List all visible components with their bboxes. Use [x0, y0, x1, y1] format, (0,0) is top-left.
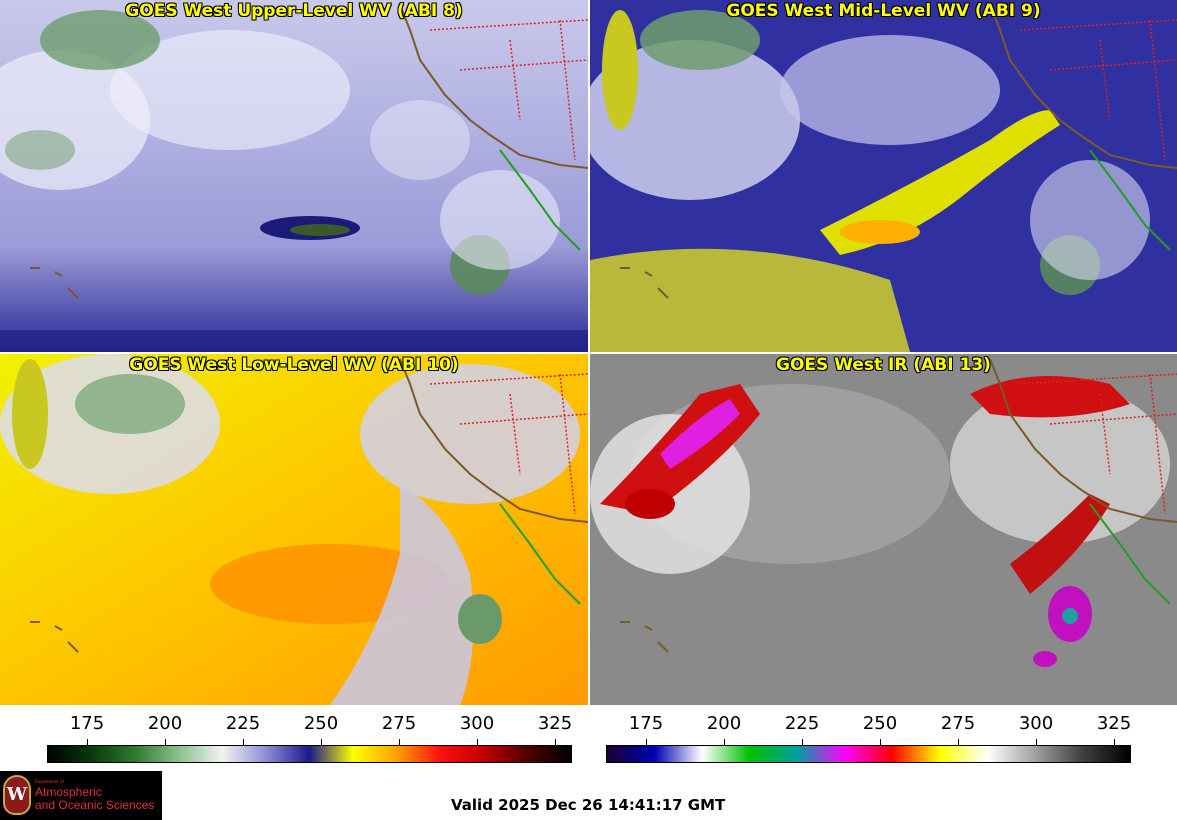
ir-tick-mark	[1036, 739, 1037, 745]
wv-tick-label: 325	[537, 713, 573, 734]
mid-wv-imagery	[590, 0, 1177, 352]
ir-colorbar-ticks: 175 200 225 250 275 300 325	[606, 713, 1132, 745]
ir-tick-label: 175	[628, 713, 664, 734]
wv-tick-mark	[399, 739, 400, 745]
ir-tick-label: 225	[784, 713, 820, 734]
wv-tick-label: 300	[459, 713, 495, 734]
logo-dept-text: Department of	[35, 780, 65, 785]
ir-tick-mark	[802, 739, 803, 745]
ir-tick-mark	[1114, 739, 1115, 745]
wv-colorbar	[47, 745, 572, 763]
ir-tick-label: 325	[1096, 713, 1132, 734]
panel-title: GOES West Low-Level WV (ABI 10)	[129, 355, 459, 375]
panel-title: GOES West Mid-Level WV (ABI 9)	[726, 1, 1041, 21]
ir-tick-mark	[880, 739, 881, 745]
university-seal-icon: W	[3, 775, 31, 815]
map-panel-mid-wv: GOES West Mid-Level WV (ABI 9)	[590, 0, 1177, 352]
wv-tick-label: 250	[303, 713, 339, 734]
ir-tick-label: 200	[706, 713, 742, 734]
logo-line2: and Oceanic Sciences	[35, 798, 155, 812]
ir-tick-mark	[646, 739, 647, 745]
aos-logo: W Department of Atmospheric and Oceanic …	[0, 771, 162, 820]
upper-wv-imagery	[0, 0, 588, 352]
ir-imagery	[590, 354, 1177, 705]
logo-line1: Atmospheric	[35, 785, 102, 799]
wv-tick-label: 175	[69, 713, 105, 734]
panel-title: GOES West Upper-Level WV (ABI 8)	[125, 1, 463, 21]
wv-tick-mark	[555, 739, 556, 745]
ir-tick-mark	[958, 739, 959, 745]
ir-colorbar	[606, 745, 1131, 763]
map-panel-ir: GOES West IR (ABI 13)	[590, 354, 1177, 705]
wv-tick-label: 225	[225, 713, 261, 734]
wv-colorbar-ticks: 175 200 225 250 275 300 325	[47, 713, 573, 745]
wv-tick-mark	[87, 739, 88, 745]
wv-tick-mark	[321, 739, 322, 745]
ir-tick-mark	[724, 739, 725, 745]
wv-tick-mark	[477, 739, 478, 745]
panel-title: GOES West IR (ABI 13)	[776, 355, 991, 375]
map-panel-low-wv: GOES West Low-Level WV (ABI 10)	[0, 354, 588, 705]
ir-tick-label: 250	[862, 713, 898, 734]
low-wv-imagery	[0, 354, 588, 705]
ir-tick-label: 300	[1018, 713, 1054, 734]
ir-tick-label: 275	[940, 713, 976, 734]
wv-tick-mark	[243, 739, 244, 745]
map-panel-upper-wv: GOES West Upper-Level WV (ABI 8)	[0, 0, 588, 352]
wv-tick-label: 200	[147, 713, 183, 734]
wv-tick-label: 275	[381, 713, 417, 734]
wv-tick-mark	[165, 739, 166, 745]
valid-time: Valid 2025 Dec 26 14:41:17 GMT	[451, 796, 726, 814]
